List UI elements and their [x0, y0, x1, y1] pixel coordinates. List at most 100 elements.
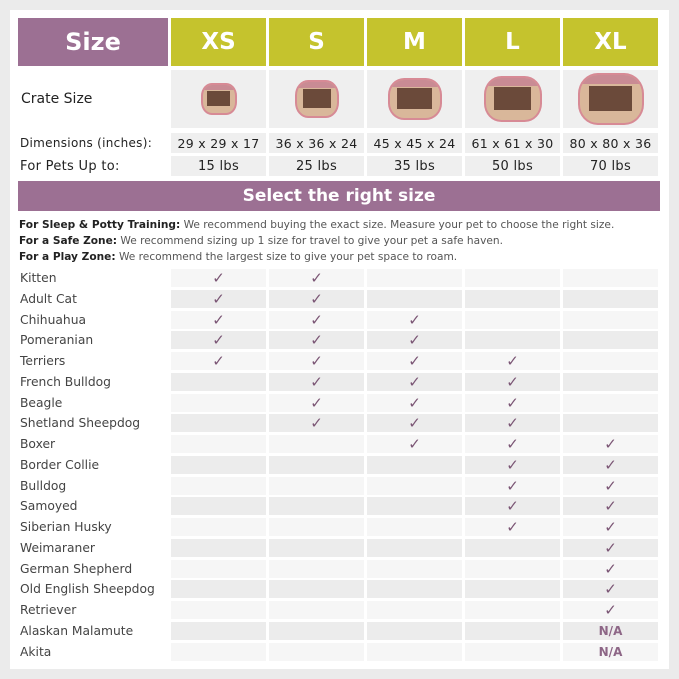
size-header-row: Size XS S M L XL	[18, 18, 660, 66]
check-icon: ✓	[465, 435, 560, 453]
not-available-label: N/A	[563, 621, 658, 640]
empty-cell	[367, 497, 462, 516]
check-icon: ✓	[171, 310, 266, 329]
weight-s: 25 lbs	[269, 156, 364, 176]
empty-cell	[171, 393, 266, 412]
check-icon: ✓	[367, 414, 462, 433]
breed-name: Chihuahua	[20, 312, 87, 327]
size-s-header: S	[269, 18, 364, 66]
empty-cell	[563, 372, 658, 391]
playpen-xs-icon	[200, 83, 237, 115]
note-text: We recommend the largest size to give yo…	[115, 251, 458, 263]
size-m-header: M	[367, 18, 462, 66]
empty-cell	[269, 518, 364, 536]
empty-cell	[465, 331, 560, 350]
breed-name: Pomeranian	[20, 333, 94, 348]
breed-row: Terriers ✓ ✓ ✓ ✓	[18, 352, 660, 370]
check-icon: ✓	[367, 393, 462, 412]
check-icon: ✓	[563, 601, 658, 619]
check-icon: ✓	[563, 580, 658, 599]
not-available-label: N/A	[563, 642, 658, 661]
empty-cell	[171, 580, 266, 599]
check-icon: ✓	[171, 269, 266, 287]
empty-cell	[367, 601, 462, 619]
breed-fit-table: Kitten ✓ ✓ Adult Cat ✓ ✓ Chihuahua ✓ ✓ ✓ Pomerania…	[18, 269, 660, 663]
note-sleep-potty: For Sleep & Potty Training: We recommend…	[19, 217, 614, 233]
empty-cell	[563, 269, 658, 287]
breed-row: Border Collie ✓ ✓	[18, 455, 660, 474]
check-icon: ✓	[563, 518, 658, 536]
empty-cell	[269, 476, 364, 495]
breed-name: Alaskan Malamute	[20, 623, 134, 638]
breed-name: Retriever	[20, 603, 77, 617]
check-icon: ✓	[465, 476, 560, 495]
check-icon: ✓	[465, 518, 560, 536]
empty-cell	[171, 518, 266, 536]
check-icon: ✓	[563, 497, 658, 516]
breed-name: Boxer	[20, 437, 56, 451]
check-icon: ✓	[269, 331, 364, 350]
check-icon: ✓	[563, 476, 658, 495]
empty-cell	[269, 538, 364, 557]
empty-cell	[171, 372, 266, 391]
playpen-xl-icon	[577, 73, 644, 125]
check-icon: ✓	[465, 414, 560, 433]
note-safe-zone: For a Safe Zone: We recommend sizing up …	[19, 233, 614, 249]
playpen-m-icon	[387, 78, 442, 120]
check-icon: ✓	[563, 559, 658, 578]
check-icon: ✓	[465, 393, 560, 412]
size-header-label: Size	[18, 18, 168, 66]
empty-cell	[367, 518, 462, 536]
breed-row: Adult Cat ✓ ✓	[18, 289, 660, 308]
breed-name: Old English Sheepdog	[20, 582, 155, 597]
dimensions-label: Dimensions (inches):	[18, 133, 168, 153]
check-icon: ✓	[269, 310, 364, 329]
dimensions-m: 45 x 45 x 24	[367, 133, 462, 153]
empty-cell	[269, 455, 364, 474]
note-title: For Sleep & Potty Training:	[19, 219, 181, 231]
dimensions-l: 61 x 61 x 30	[465, 133, 560, 153]
breed-row: Bulldog ✓ ✓	[18, 476, 660, 495]
empty-cell	[367, 476, 462, 495]
breed-row: Chihuahua ✓ ✓ ✓	[18, 310, 660, 329]
select-size-banner: Select the right size	[18, 181, 660, 211]
breed-name: Akita	[20, 644, 52, 659]
crate-image-xs-cell	[171, 70, 266, 128]
empty-cell	[367, 455, 462, 474]
playpen-l-icon	[483, 76, 542, 122]
crate-image-l-cell	[465, 70, 560, 128]
crate-image-xl-cell	[563, 70, 658, 128]
check-icon: ✓	[563, 538, 658, 557]
empty-cell	[563, 393, 658, 412]
crate-image-s-cell	[269, 70, 364, 128]
breed-row: Akita N/A	[18, 642, 660, 661]
crate-image-m-cell	[367, 70, 462, 128]
check-icon: ✓	[465, 352, 560, 370]
breed-name: Weimaraner	[20, 540, 95, 555]
breed-name: German Shepherd	[20, 561, 133, 576]
check-icon: ✓	[269, 372, 364, 391]
check-icon: ✓	[367, 352, 462, 370]
empty-cell	[367, 538, 462, 557]
empty-cell	[465, 580, 560, 599]
empty-cell	[367, 580, 462, 599]
empty-cell	[367, 621, 462, 640]
check-icon: ✓	[171, 331, 266, 350]
empty-cell	[269, 601, 364, 619]
empty-cell	[171, 559, 266, 578]
empty-cell	[465, 538, 560, 557]
dimensions-xl: 80 x 80 x 36	[563, 133, 658, 153]
check-icon: ✓	[465, 372, 560, 391]
breed-name: Adult Cat	[20, 291, 77, 306]
size-l-header: L	[465, 18, 560, 66]
size-xs-header: XS	[171, 18, 266, 66]
playpen-s-icon	[294, 80, 339, 118]
empty-cell	[367, 289, 462, 308]
breed-name: Samoyed	[20, 499, 78, 514]
check-icon: ✓	[269, 352, 364, 370]
crate-size-row: Crate Size	[18, 70, 660, 128]
empty-cell	[171, 455, 266, 474]
check-icon: ✓	[563, 435, 658, 453]
empty-cell	[269, 580, 364, 599]
empty-cell	[465, 310, 560, 329]
